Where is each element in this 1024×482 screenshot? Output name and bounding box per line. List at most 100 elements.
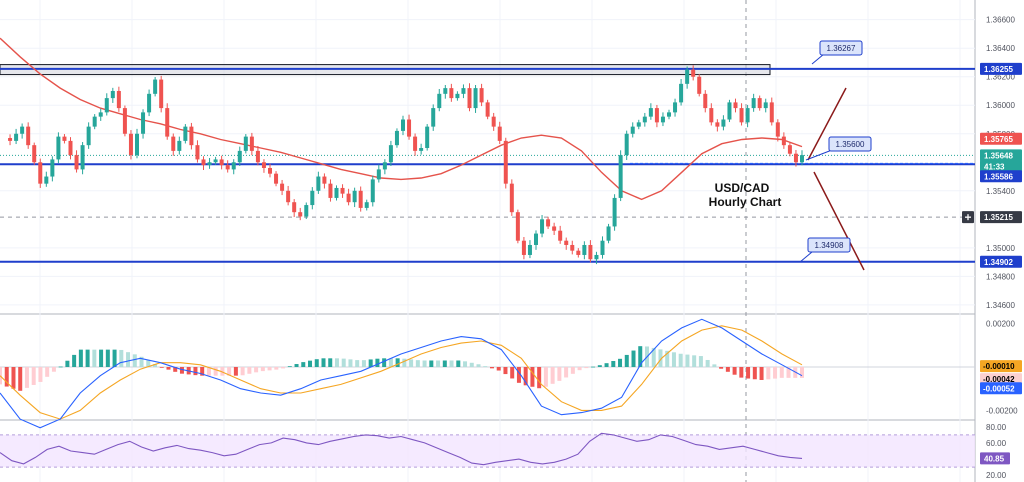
candle [431,104,436,131]
candle [358,186,363,212]
candle-body [733,102,738,109]
price-badge: 1.34902 [980,255,1022,268]
macd-histogram-bar [355,360,360,367]
candle-body [751,98,756,109]
macd-histogram-bar [624,354,629,367]
candle-body [612,197,617,227]
candle-body [648,108,653,117]
candle-body [316,176,321,191]
macd-histogram-bar [698,356,703,367]
candle-body [534,233,538,245]
macd-histogram-bar [739,367,744,378]
macd-histogram-bar [119,349,124,367]
rsi-band-fill [0,434,975,468]
macd-histogram-bar [564,367,569,378]
macd-histogram-bar [671,352,676,367]
callout-box [828,136,872,152]
candle-body [110,90,115,99]
candle-body [376,169,381,180]
candle-body [793,153,798,163]
candle-body [703,93,708,109]
candle [455,91,460,101]
candle-body [141,112,146,134]
candle-body [594,254,599,260]
candle-body [213,159,218,163]
candle-body [280,183,285,191]
candle [213,156,218,165]
macd-badge-label: -0.00042 [983,375,1015,384]
macd-histogram-bar [415,360,420,367]
price-badge-label: 1.35586 [984,172,1013,181]
candle-body [461,88,466,94]
candle [322,173,327,189]
candle [733,98,738,113]
candle [588,240,593,263]
candle [425,124,430,151]
candle-body [660,116,665,123]
macd-badge-label: -0.00010 [983,362,1015,371]
macd-histogram-bar [436,360,441,367]
candle-body [128,133,133,156]
candle [787,142,792,157]
macd-histogram-bar [18,367,23,391]
candle [376,164,381,183]
candle [781,132,786,149]
macd-histogram-bar [692,355,697,367]
macd-histogram-bar [274,367,279,370]
candle [509,179,514,216]
macd-badge: -0.00052 [980,382,1022,395]
macd-histogram-bar [476,364,481,367]
macd-histogram-bar [375,358,380,367]
candle-body [189,126,194,146]
plus-icon [962,211,974,224]
candle [443,84,448,99]
candle [800,150,804,166]
candle [715,119,720,132]
candle-body [473,88,478,109]
macd-histogram-bar [58,366,63,368]
candle-body [763,102,768,109]
candle-body [437,93,442,109]
macd-badge: -0.00010 [980,360,1022,373]
macd-histogram-bar [233,367,238,376]
candle-body [443,88,448,94]
candle [86,122,91,149]
candle [546,216,551,230]
candle [14,128,19,145]
candle-body [26,126,31,146]
candle [116,86,121,112]
candle-body [346,193,351,203]
candle [183,124,188,144]
candle-body [14,133,19,141]
projection-arrow-up [807,87,847,161]
candle-body [80,145,85,170]
candle-body [521,240,526,255]
macd-histogram-bar [651,347,656,367]
macd-histogram-bar [254,367,259,373]
candle-body [334,187,339,198]
candle [80,142,85,175]
candle-body [104,98,109,113]
candle-body [642,116,647,123]
candle-body [298,212,303,217]
macd-badge-label: -0.00052 [983,384,1015,393]
macd-badge-bg [980,360,1022,373]
candle [479,83,484,107]
projection-arrow-down [813,171,865,271]
candle [679,79,684,106]
macd-histogram-bar [328,358,333,367]
candle [667,109,671,120]
candle [582,241,587,260]
macd-histogram-bar [550,367,555,384]
candle-body [588,244,593,260]
candle [606,223,611,244]
candle-body [274,173,279,184]
candle-body [576,250,581,255]
candle [177,136,182,155]
macd-histogram-bar [334,358,339,367]
macd-histogram-bar [267,367,272,371]
chart-subtitle: Hourly Chart [709,195,782,209]
rsi-tick-label: 80.00 [986,423,1007,432]
candle [769,97,774,126]
level-callout: 1.34908 [799,237,851,263]
